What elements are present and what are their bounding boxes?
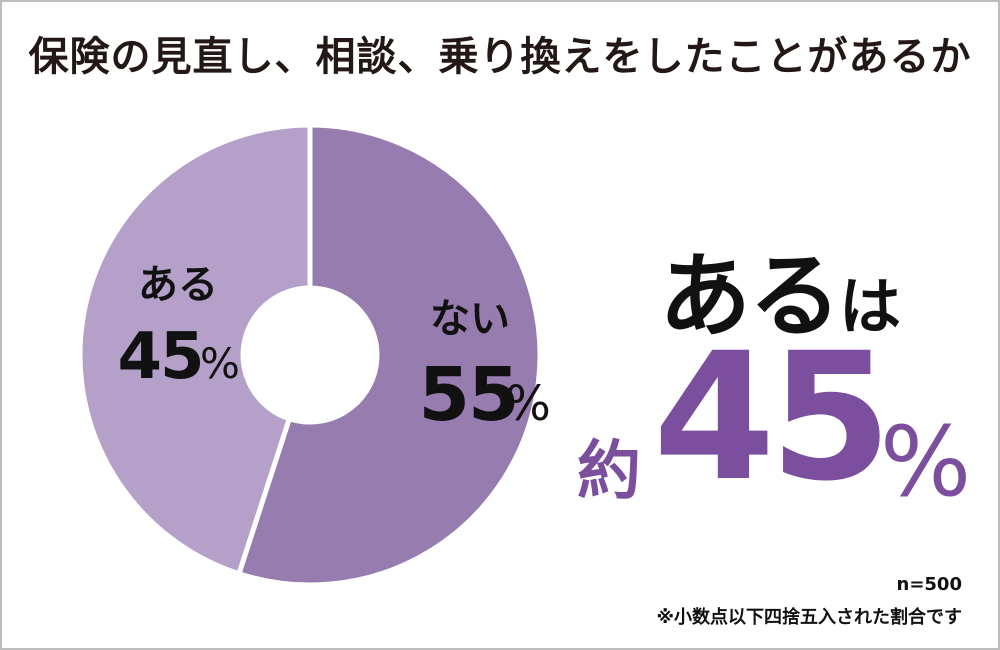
rounding-note: ※小数点以下四捨五入された割合です	[656, 607, 963, 628]
slice-unit-aru: %	[200, 339, 240, 388]
chart-title: 保険の見直し、相談、乗り換えをしたことがあるか	[28, 34, 972, 80]
result-callout: 約 45 %	[565, 315, 985, 520]
slice-aru	[77, 122, 313, 577]
slice-label-nai: ない	[430, 296, 510, 342]
headline-particle: は	[839, 270, 902, 343]
slice-nai	[235, 122, 543, 588]
headline-subject: ある	[658, 243, 841, 350]
slice-value-aru: 45	[117, 320, 202, 394]
headline: あるは	[600, 222, 960, 355]
slice-value-nai: 55	[419, 352, 518, 438]
result-unit: %	[880, 406, 972, 518]
sample-size-note: n=500	[896, 574, 962, 595]
result-approx: 約	[577, 435, 641, 509]
slice-label-aru: ある	[138, 262, 218, 308]
result-value: 45	[653, 315, 892, 520]
slice-unit-nai: %	[505, 376, 551, 432]
